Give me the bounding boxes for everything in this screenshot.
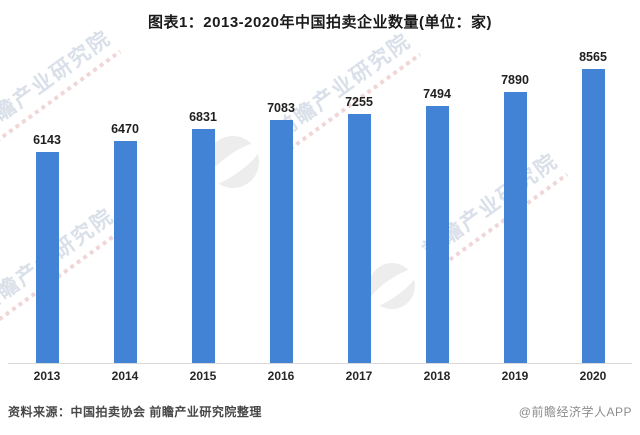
bar bbox=[35, 152, 59, 363]
x-tick-label: 2019 bbox=[501, 369, 529, 383]
qianzhan-logo-watermark-icon bbox=[369, 263, 415, 309]
x-tick-label: 2014 bbox=[111, 369, 139, 383]
chart-title: 图表1：2013-2020年中国拍卖企业数量(单位：家) bbox=[147, 14, 493, 31]
bar-value-label: 7083 bbox=[267, 101, 295, 115]
x-tick-label: 2015 bbox=[189, 369, 217, 383]
bar bbox=[269, 120, 293, 363]
bar-value-label: 6143 bbox=[33, 133, 61, 147]
bar-column: 6143 bbox=[8, 134, 86, 363]
x-axis-line bbox=[8, 363, 632, 364]
bar-value-label: 7890 bbox=[501, 73, 529, 87]
bar-value-label: 7494 bbox=[423, 87, 451, 101]
bar-column: 6831 bbox=[164, 111, 242, 363]
data-source-text: 资料来源：中国拍卖协会 前瞻产业研究院整理 bbox=[8, 405, 262, 419]
bar-column: 7083 bbox=[242, 102, 320, 363]
bar-column: 7890 bbox=[476, 74, 554, 363]
x-tick-label: 2017 bbox=[345, 369, 373, 383]
bar bbox=[425, 106, 449, 363]
x-tick-label: 2013 bbox=[33, 369, 61, 383]
bar bbox=[191, 129, 215, 363]
bar bbox=[113, 141, 137, 363]
bar bbox=[581, 69, 605, 363]
footer: 资料来源：中国拍卖协会 前瞻产业研究院整理 @前瞻经济学人APP bbox=[8, 403, 632, 420]
bar-value-label: 6470 bbox=[111, 122, 139, 136]
bar-column: 7494 bbox=[398, 88, 476, 363]
bar-column: 8565 bbox=[554, 51, 632, 363]
bar-value-label: 7255 bbox=[345, 95, 373, 109]
bar-value-label: 6831 bbox=[189, 110, 217, 124]
bar bbox=[503, 92, 527, 363]
bar-column: 6470 bbox=[86, 123, 164, 363]
x-tick-label: 2018 bbox=[423, 369, 451, 383]
bar-column: 7255 bbox=[320, 96, 398, 363]
x-tick-label: 2016 bbox=[267, 369, 295, 383]
x-tick-label: 2020 bbox=[579, 369, 607, 383]
bar-value-label: 8565 bbox=[579, 50, 607, 64]
bar bbox=[347, 114, 371, 363]
qianzhan-logo-watermark-icon bbox=[207, 136, 259, 188]
bar-chart: 6143 6470 6831 7083 7255 7494 7890 8565 bbox=[8, 40, 632, 363]
credit-text: @前瞻经济学人APP bbox=[518, 405, 632, 419]
x-tick-row: 2013 2014 2015 2016 2017 2018 2019 2020 bbox=[8, 369, 632, 383]
